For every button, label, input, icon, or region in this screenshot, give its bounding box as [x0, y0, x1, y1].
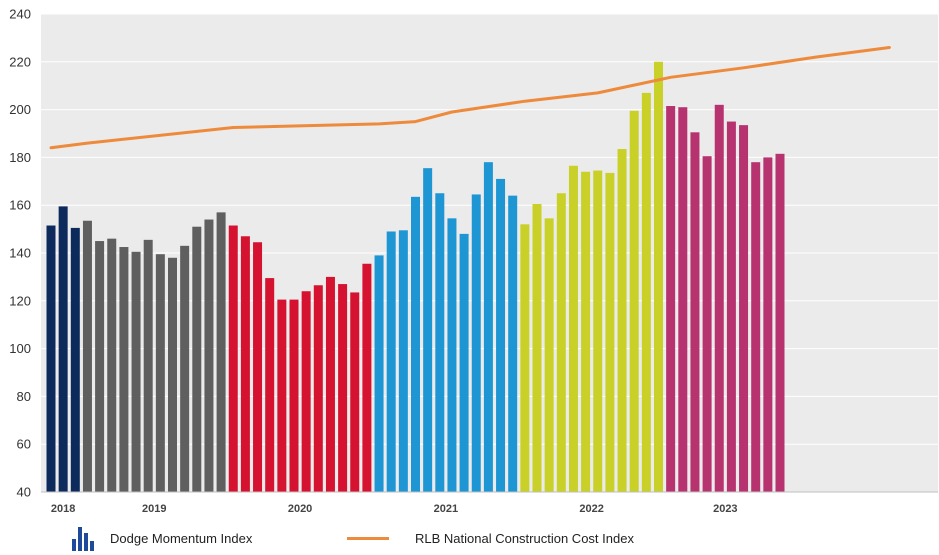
bar-chart-icon [72, 525, 96, 551]
bar [374, 255, 384, 492]
rlb-cost-index-line [49, 46, 891, 150]
bar [605, 172, 615, 492]
bar [678, 107, 688, 493]
bar [411, 196, 420, 492]
bar [617, 149, 627, 492]
x-year-label: 2023 [713, 503, 737, 515]
bar [386, 231, 396, 493]
y-axis: 40 60 80 100 120 140 160 180 200 220 240 [9, 7, 31, 500]
bar [459, 233, 469, 492]
bar [702, 156, 712, 492]
bar [666, 106, 676, 492]
bar [289, 299, 299, 492]
y-tick-label: 60 [17, 437, 31, 452]
y-tick-label: 80 [17, 389, 31, 404]
bar [204, 219, 214, 493]
bar [654, 61, 663, 493]
bar [180, 245, 190, 492]
legend-label-rlb-index: RLB National Construction Cost Index [415, 530, 634, 546]
x-year-label: 2022 [579, 503, 603, 515]
line-series [49, 46, 891, 150]
y-tick-label: 180 [9, 150, 31, 165]
bar [714, 104, 724, 492]
legend-label-dodge-momentum-index: Dodge Momentum Index [110, 530, 253, 546]
bar [95, 241, 105, 492]
bar [508, 195, 518, 492]
bar [496, 178, 506, 492]
y-tick-label: 40 [17, 485, 31, 500]
bar [520, 224, 530, 492]
bar [265, 278, 275, 492]
bar [593, 170, 603, 493]
bar [544, 218, 554, 492]
bar [350, 292, 360, 492]
bar [70, 227, 80, 492]
bar [131, 251, 141, 492]
bar [228, 225, 238, 492]
bar [58, 206, 68, 492]
line-swatch-icon [347, 536, 389, 540]
x-year-label: 2018 [51, 503, 75, 515]
bar [82, 220, 92, 493]
bar [739, 125, 749, 492]
bar [423, 168, 433, 492]
bar [277, 299, 287, 492]
legend-item-rlb-index: RLB National Construction Cost Index [347, 521, 634, 555]
legend-item-dodge-momentum-index: Dodge Momentum Index [72, 521, 252, 555]
bar [143, 239, 153, 492]
y-tick-label: 140 [9, 246, 31, 261]
bar [726, 121, 736, 493]
y-tick-label: 200 [9, 102, 31, 117]
bars [46, 61, 785, 493]
bar [192, 226, 202, 492]
bar [325, 276, 335, 492]
bar [581, 171, 591, 493]
y-tick-label: 100 [9, 341, 31, 356]
bar [568, 165, 578, 492]
bar [301, 291, 311, 492]
bar [690, 132, 700, 492]
bar [119, 247, 129, 492]
bar [775, 153, 785, 492]
bar [107, 238, 117, 492]
bar [471, 194, 481, 492]
bar [763, 157, 773, 492]
bar [168, 257, 177, 492]
x-axis: 2018 2019 2020 2021 2022 2023 [41, 491, 938, 515]
bar [338, 284, 348, 492]
bar [641, 92, 651, 493]
x-year-label: 2021 [434, 503, 458, 515]
bar [629, 110, 639, 493]
y-tick-label: 160 [9, 198, 31, 213]
x-year-label: 2019 [142, 503, 166, 515]
bar [532, 204, 542, 492]
x-year-label: 2020 [288, 503, 312, 515]
bar [435, 193, 445, 492]
bar [398, 230, 408, 493]
bar [483, 162, 493, 492]
bar [46, 225, 56, 492]
y-tick-label: 240 [9, 7, 31, 22]
bar [447, 218, 457, 492]
bar [240, 236, 250, 492]
bar [362, 263, 372, 492]
bar [216, 212, 226, 492]
y-tick-label: 120 [9, 293, 31, 308]
bar [253, 242, 263, 492]
bar [313, 285, 323, 492]
y-tick-label: 220 [9, 54, 31, 69]
bar [751, 162, 761, 492]
bar [556, 193, 566, 492]
bar [155, 254, 165, 492]
